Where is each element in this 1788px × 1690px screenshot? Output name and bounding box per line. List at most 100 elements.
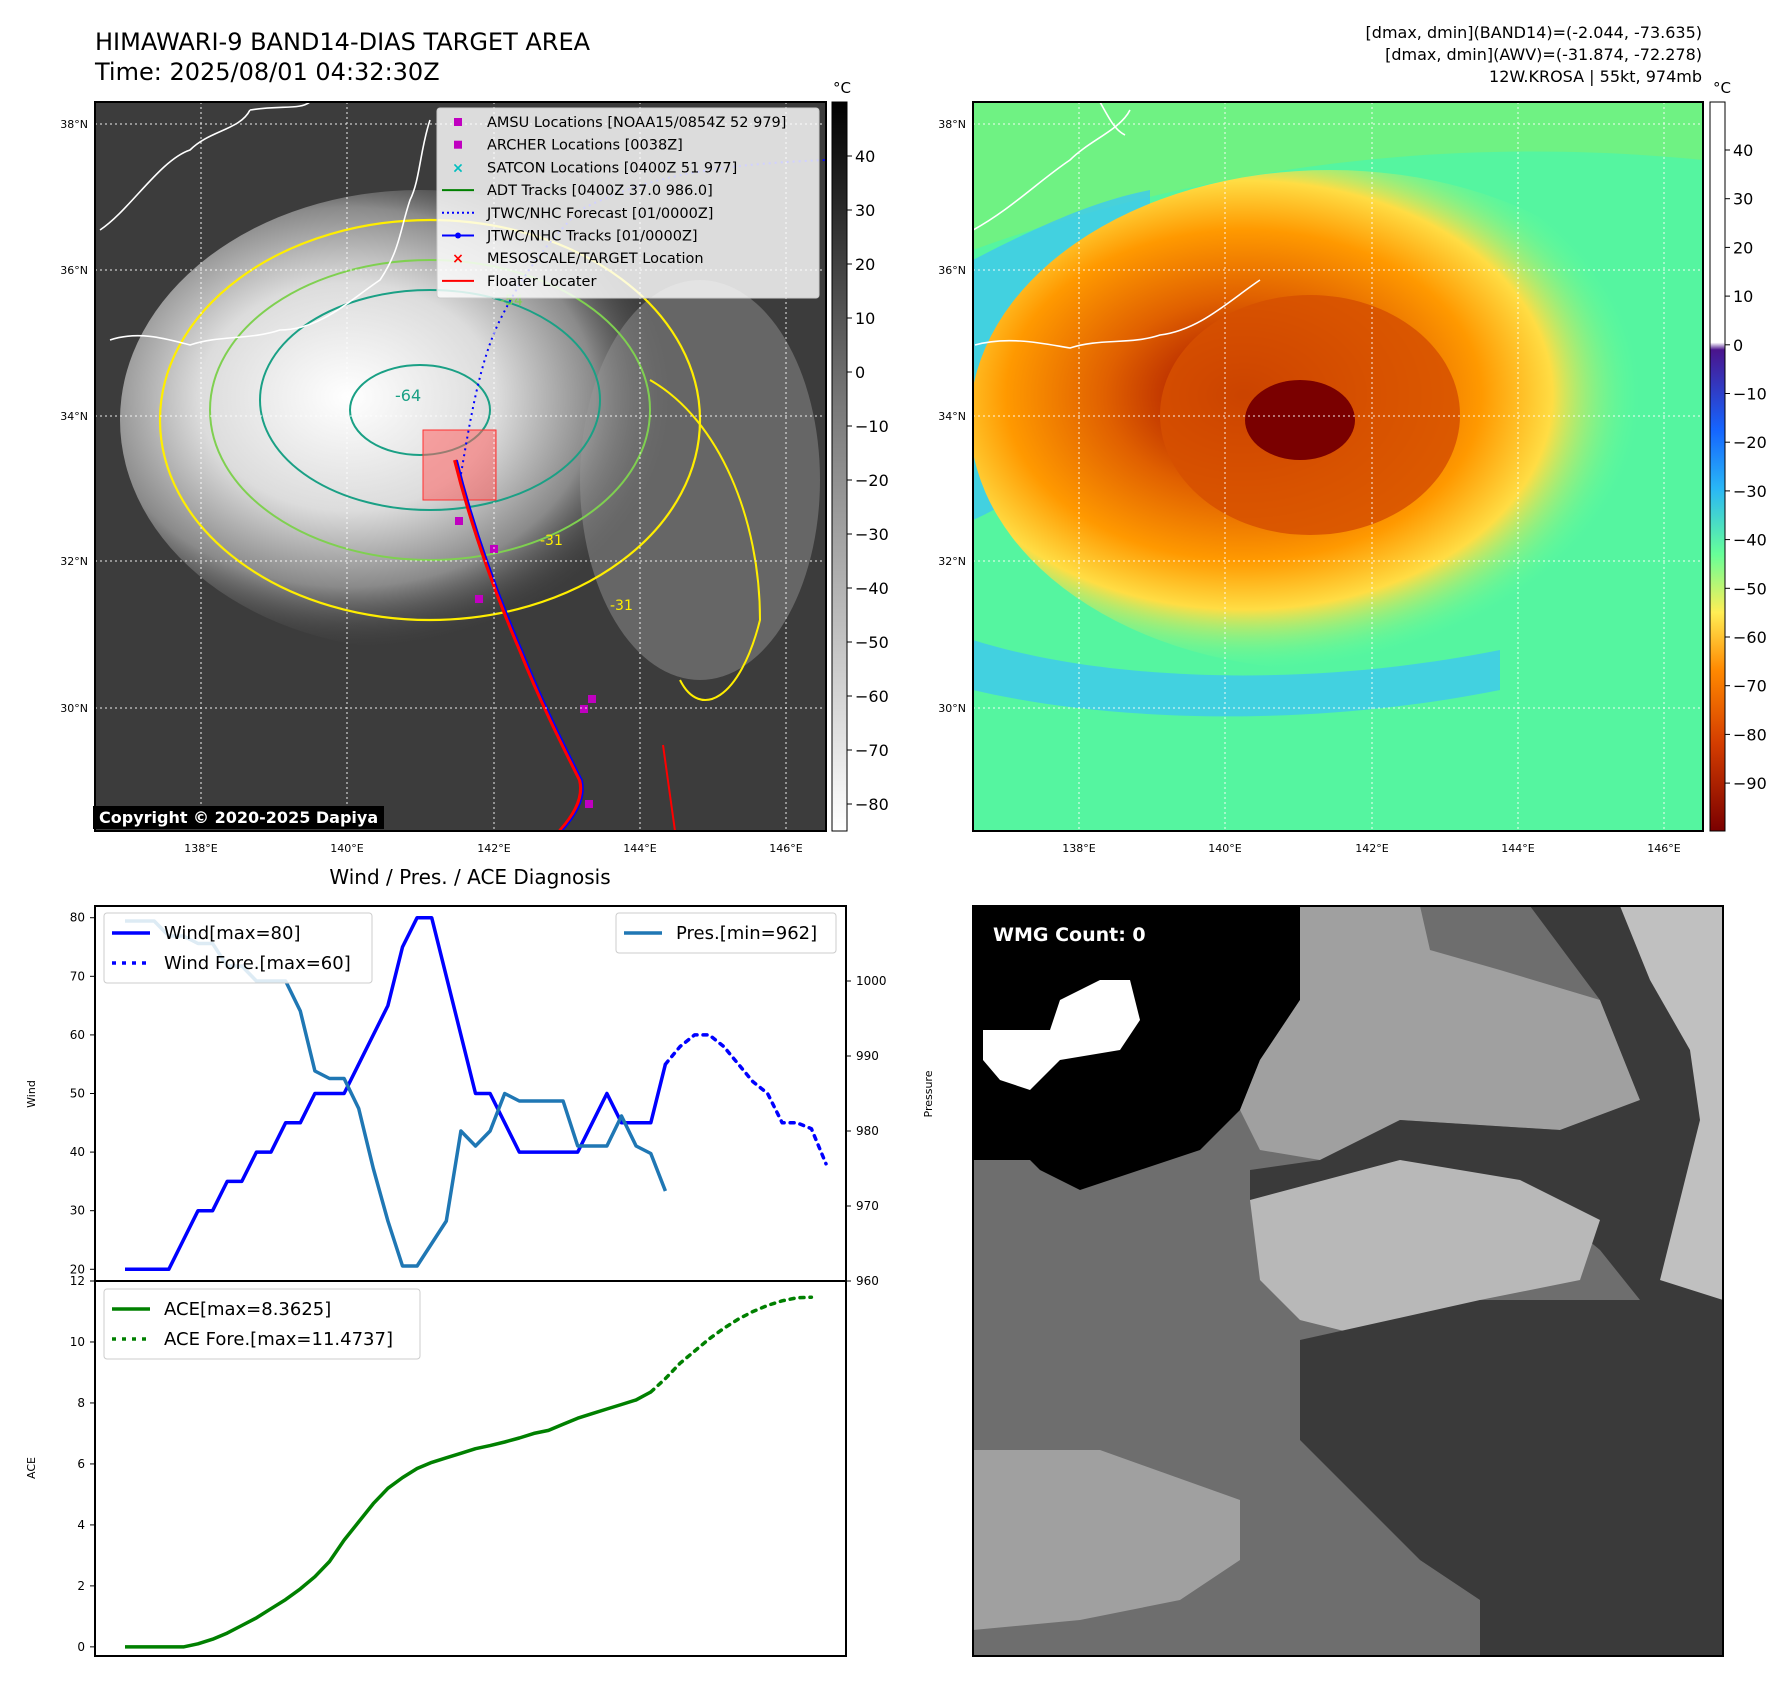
lat-label: 36°N [60, 264, 88, 277]
wmg-light-region [1240, 906, 1640, 1160]
series-line [125, 915, 668, 1272]
colorbar-tick-label: −80 [855, 795, 889, 814]
lon-label: 146°E [1647, 842, 1680, 855]
colorbar-tick-label: −40 [1733, 531, 1767, 550]
colorbar-tick-label: −20 [855, 471, 889, 490]
coastline [973, 102, 1261, 349]
wmg-dark-band [1250, 906, 1723, 1300]
y-tick-label: 4 [77, 1518, 85, 1532]
color-map-frame [972, 101, 1704, 832]
lon-label: 142°E [1355, 842, 1388, 855]
chart-legend-label: ACE[max=8.3625] [164, 1299, 331, 1320]
lat-label: 34°N [938, 410, 966, 423]
mesoscale-track [453, 459, 583, 831]
ir-cloud-mass [120, 190, 720, 650]
legend-label: JTWC/NHC Tracks [01/0000Z] [486, 229, 698, 245]
y-tick-label: 40 [70, 1145, 85, 1159]
color-moist-band [973, 640, 1500, 717]
ace-chart: ACE 0 2 4 6 8 10 12 ACE[max=8.3625] ACE Fore.[ma… [25, 1274, 847, 1657]
wind-pressure-chart: Wind Pressure 20 30 40 50 60 70 80 960 970 980 990… [25, 905, 935, 1288]
chart-title: Wind / Pres. / ACE Diagnosis [329, 865, 610, 889]
colorbar-tick-label: −70 [1733, 677, 1767, 696]
colorbar-tick-label: 0 [855, 363, 865, 382]
contour-label: -31 [540, 533, 563, 549]
y-tick-label: 8 [77, 1396, 85, 1410]
stats-band14: [dmax, dmin](BAND14)=(-2.044, -73.635) [1366, 23, 1702, 42]
colorbar-tick-label: −10 [855, 417, 889, 436]
gray-colorbar: °C 40 30 20 10 0 −10 −20 −30 −40 −50 −60 −70 −80 [831, 79, 889, 832]
colorbar-tick-label: −30 [1733, 482, 1767, 501]
ir-map-frame [94, 101, 827, 832]
colorbar-tick-label: 30 [855, 201, 875, 220]
lon-label: 142°E [477, 842, 510, 855]
color-dry-zone [973, 102, 1703, 250]
y-tick-label: 60 [70, 1028, 85, 1042]
lon-label: 146°E [769, 842, 802, 855]
stats-awv: [dmax, dmin](AWV)=(-31.874, -72.278) [1385, 45, 1702, 64]
wind-axis-label: Wind [25, 1080, 38, 1108]
colorbar-tick-label: −20 [1733, 433, 1767, 452]
y-tick-label: 80 [70, 911, 85, 925]
amsu-marker [475, 595, 483, 603]
jtwc-track [456, 459, 584, 831]
map-grid [973, 102, 1703, 831]
color-colorbar: °C 40 30 20 10 0 −10 −20 −30 −40 −50 −60 −70 −80 −90 [1709, 79, 1767, 832]
series-line [663, 1033, 828, 1166]
contour-teal [259, 289, 601, 511]
colorbar-tick-label: 10 [855, 309, 875, 328]
legend-label: AMSU Locations [NOAA15/0854Z 52 979] [487, 115, 786, 131]
chart-legend-label: Pres.[min=962] [676, 923, 817, 944]
colorbar-tick-label: 40 [855, 147, 875, 166]
lat-label: 38°N [938, 118, 966, 131]
y-tick-label: 70 [70, 969, 85, 983]
wmg-white-region [983, 980, 1140, 1090]
y-tick-label: 12 [70, 1274, 85, 1288]
y-tick-right-label: 1000 [856, 974, 887, 988]
colorbar-tick-label: −50 [855, 633, 889, 652]
colorbar-tick-label: 10 [1733, 287, 1753, 306]
contour-label: -64 [395, 386, 421, 405]
gray-colorbar-unit: °C [833, 79, 851, 97]
lat-label: 38°N [60, 118, 88, 131]
lon-label: 144°E [1501, 842, 1534, 855]
color-map-panel: 38°N 36°N 34°N 32°N 30°N 138°E 140°E 142… [938, 101, 1704, 855]
wmg-lower-light [973, 1450, 1240, 1630]
series-line [125, 1390, 652, 1649]
chart-legend-box [103, 912, 373, 984]
figure-title: HIMAWARI-9 BAND14-DIAS TARGET AREA [95, 28, 591, 56]
amsu-marker [585, 800, 593, 808]
wmg-panel [972, 905, 1724, 1657]
target-area-box [422, 429, 497, 501]
y-tick-label: 50 [70, 1087, 85, 1101]
color-colorbar-bar [1709, 101, 1726, 832]
amsu-marker [580, 705, 588, 713]
amsu-marker [588, 695, 596, 703]
colorbar-tick-label: −60 [855, 687, 889, 706]
wmg-lower-dark [1300, 1300, 1723, 1656]
amsu-marker [455, 517, 463, 525]
wmg-count-badge: WMG Count: 0 [985, 920, 1154, 950]
figure-time: Time: 2025/08/01 04:32:30Z [94, 58, 440, 86]
colorbar-tick-label: 20 [1733, 238, 1753, 257]
colorbar-tick-label: 30 [1733, 190, 1753, 209]
map-legend: AMSU Locations [NOAA15/0854Z 52 979] ARCH… [436, 107, 820, 299]
colorbar-tick-label: −50 [1733, 579, 1767, 598]
coastline [99, 102, 431, 346]
legend-marker: × [452, 160, 464, 176]
copyright-badge: Copyright © 2020-2025 Dapiya [93, 806, 385, 829]
contour-yellow [158, 218, 702, 622]
legend-box [436, 107, 820, 299]
ir-rainband [580, 280, 820, 680]
chart-legend-label: Wind Fore.[max=60] [164, 953, 351, 974]
legend-marker: × [452, 251, 464, 267]
lon-label: 144°E [623, 842, 656, 855]
chart-legend-label: Wind[max=80] [164, 923, 301, 944]
y-tick-label: 30 [70, 1204, 85, 1218]
colorbar-tick-label: −90 [1733, 774, 1767, 793]
legend-marker [455, 232, 461, 239]
wmg-dark-region [973, 906, 1300, 1190]
colorbar-tick-label: −30 [855, 525, 889, 544]
lon-label: 140°E [1208, 842, 1241, 855]
colorbar-tick-label: −40 [855, 579, 889, 598]
